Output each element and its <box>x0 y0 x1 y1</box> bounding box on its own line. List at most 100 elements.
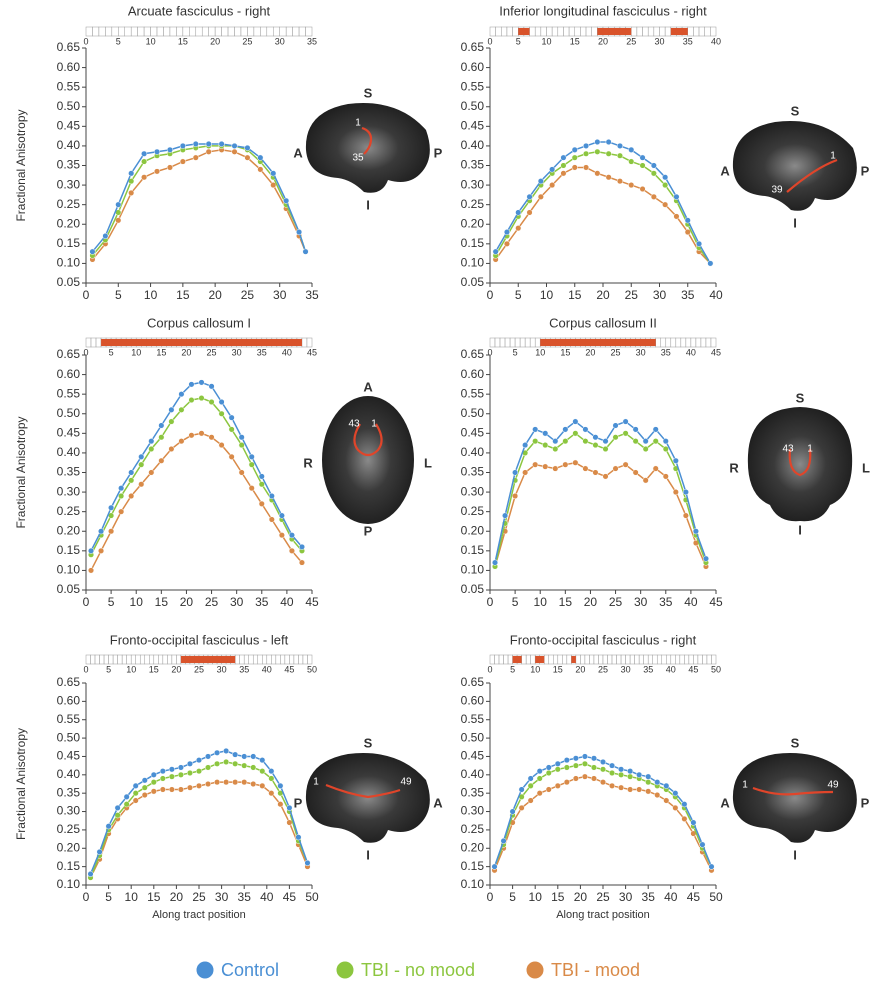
data-point <box>169 787 175 793</box>
strip-cell <box>104 655 109 664</box>
data-point <box>259 474 265 480</box>
data-point <box>303 249 309 255</box>
strip-cell <box>671 338 676 347</box>
data-point <box>613 466 619 472</box>
strip-tick-label: 25 <box>194 664 204 674</box>
x-tick-label: 5 <box>509 890 516 904</box>
data-point <box>609 783 615 789</box>
data-point <box>259 481 265 487</box>
data-point <box>296 229 302 235</box>
tract-end-label: 39 <box>771 185 783 196</box>
data-point <box>640 186 646 192</box>
data-point <box>180 159 186 165</box>
data-point <box>169 767 175 773</box>
brain-image: SIAP135 <box>293 85 442 212</box>
y-tick-label: 0.50 <box>461 99 485 113</box>
data-point <box>549 167 555 173</box>
data-point <box>591 776 597 782</box>
data-point <box>196 783 202 789</box>
panel: Inferior longitudinal fasciculus - right… <box>461 3 870 302</box>
x-tick-label: 40 <box>684 595 698 609</box>
strip-tick-label: 25 <box>611 347 621 357</box>
data-point <box>232 779 238 785</box>
data-point <box>492 560 498 566</box>
strip-cell <box>648 655 653 664</box>
data-point <box>270 171 276 177</box>
data-point <box>538 194 544 200</box>
data-point <box>199 431 205 437</box>
strip-cell <box>95 655 100 664</box>
strip-cell <box>228 27 234 36</box>
strip-cell <box>693 655 698 664</box>
data-point <box>564 765 570 771</box>
x-tick-label: 10 <box>125 890 139 904</box>
strip-tick-label: 40 <box>282 347 292 357</box>
data-point <box>703 556 709 562</box>
data-point <box>223 779 229 785</box>
strip-cell <box>112 27 118 36</box>
strip-tick-label: 10 <box>535 347 545 357</box>
data-point <box>663 474 669 480</box>
x-axis-label: Along tract position <box>556 909 650 921</box>
strip-cell <box>286 27 292 36</box>
data-point <box>492 864 498 870</box>
data-point <box>108 505 114 511</box>
strip-cell <box>612 655 617 664</box>
data-point <box>613 434 619 440</box>
strip-cell <box>563 27 569 36</box>
brain-image: APRL143 <box>303 379 432 538</box>
strip-cell <box>707 655 712 664</box>
strip-cell <box>586 27 592 36</box>
strip-cell <box>293 27 299 36</box>
strip-cell <box>580 655 585 664</box>
data-point <box>205 765 211 771</box>
series-line <box>91 398 302 555</box>
strip-cell <box>594 655 599 664</box>
data-point <box>250 765 256 771</box>
data-point <box>159 458 165 464</box>
y-tick-label: 0.15 <box>461 859 485 873</box>
x-tick-label: 25 <box>596 890 610 904</box>
data-point <box>179 438 185 444</box>
y-tick-label: 0.40 <box>461 445 485 459</box>
strip-tick-label: 35 <box>257 347 267 357</box>
data-point <box>159 423 165 429</box>
y-tick-label: 0.55 <box>461 712 485 726</box>
strip-cell <box>299 27 305 36</box>
x-tick-label: 5 <box>515 288 522 302</box>
y-tick-label: 0.60 <box>57 60 81 74</box>
tract-start-label: 1 <box>742 780 748 791</box>
data-point <box>299 544 305 550</box>
data-point <box>627 787 633 793</box>
data-point <box>515 225 521 231</box>
y-tick-label: 0.05 <box>461 275 485 289</box>
strip-cell <box>258 655 263 664</box>
data-point <box>609 763 615 769</box>
data-point <box>640 155 646 161</box>
data-point <box>151 789 157 795</box>
data-point <box>674 194 680 200</box>
data-point <box>179 407 185 413</box>
data-point <box>603 474 609 480</box>
strip-cell <box>662 655 667 664</box>
panel: Corpus callosum I0510152025303540450.050… <box>14 315 432 609</box>
data-point <box>552 438 558 444</box>
y-tick-label: 0.35 <box>461 158 485 172</box>
x-tick-label: 35 <box>681 288 695 302</box>
strip-cell <box>280 27 286 36</box>
strip-cell <box>96 338 101 347</box>
orientation-label: P <box>364 523 373 538</box>
data-point <box>283 198 289 204</box>
data-point <box>603 446 609 452</box>
strip-cell <box>691 338 696 347</box>
data-point <box>643 478 649 484</box>
data-point <box>133 798 139 804</box>
strip-cell <box>608 655 613 664</box>
strip-cell <box>576 655 581 664</box>
data-point <box>219 141 225 147</box>
strip-cell <box>699 27 705 36</box>
x-tick-label: 15 <box>551 890 565 904</box>
strip-cell <box>630 655 635 664</box>
data-point <box>591 765 597 771</box>
legend-marker <box>336 961 354 979</box>
